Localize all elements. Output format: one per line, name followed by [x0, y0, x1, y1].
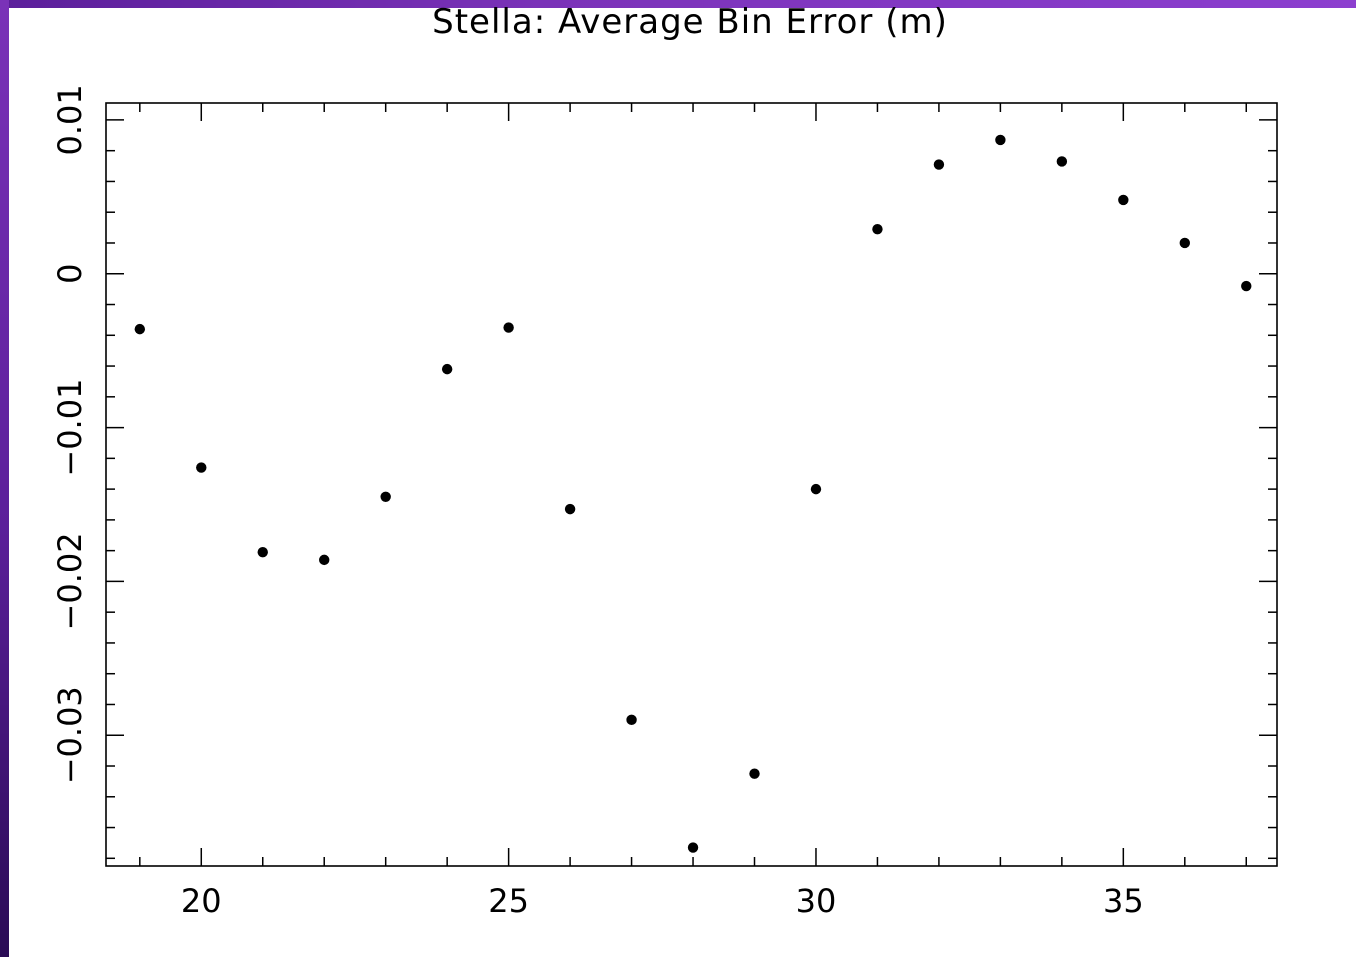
data-point	[626, 714, 637, 726]
y-tick-label: −0.02	[51, 532, 89, 630]
y-tick-label: 0	[51, 264, 89, 284]
data-point	[257, 546, 268, 558]
y-tick-label: −0.01	[51, 379, 89, 477]
data-point	[380, 491, 391, 503]
data-point	[995, 134, 1006, 146]
y-tick-label: 0.01	[51, 84, 89, 155]
x-tick-label: 30	[796, 882, 837, 920]
data-point	[810, 483, 822, 495]
frame-top-border	[0, 0, 1356, 8]
chart-title: Stella: Average Bin Error (m)	[432, 2, 948, 42]
data-point	[134, 323, 146, 335]
y-tick-label: −0.03	[51, 686, 89, 784]
data-point	[687, 842, 699, 853]
data-point	[319, 554, 330, 566]
data-point	[933, 159, 945, 170]
plot-frame	[105, 102, 1278, 867]
data-point	[503, 322, 514, 333]
data-points	[134, 134, 1252, 853]
x-tick-label: 25	[488, 882, 529, 920]
data-point	[441, 363, 453, 375]
data-point	[1241, 280, 1252, 292]
axes: 20 25 30 35 0.01 0 −0.01 −0.02 −0.03	[51, 84, 1278, 920]
data-point	[749, 768, 760, 779]
frame-left-border	[0, 0, 9, 957]
data-point	[1118, 194, 1129, 206]
data-point	[1179, 237, 1190, 249]
x-tick-label: 35	[1103, 882, 1144, 920]
data-point	[1056, 156, 1068, 167]
data-point	[196, 462, 207, 473]
x-tick-label: 20	[181, 882, 222, 920]
data-point	[564, 503, 576, 515]
data-point	[872, 223, 883, 235]
